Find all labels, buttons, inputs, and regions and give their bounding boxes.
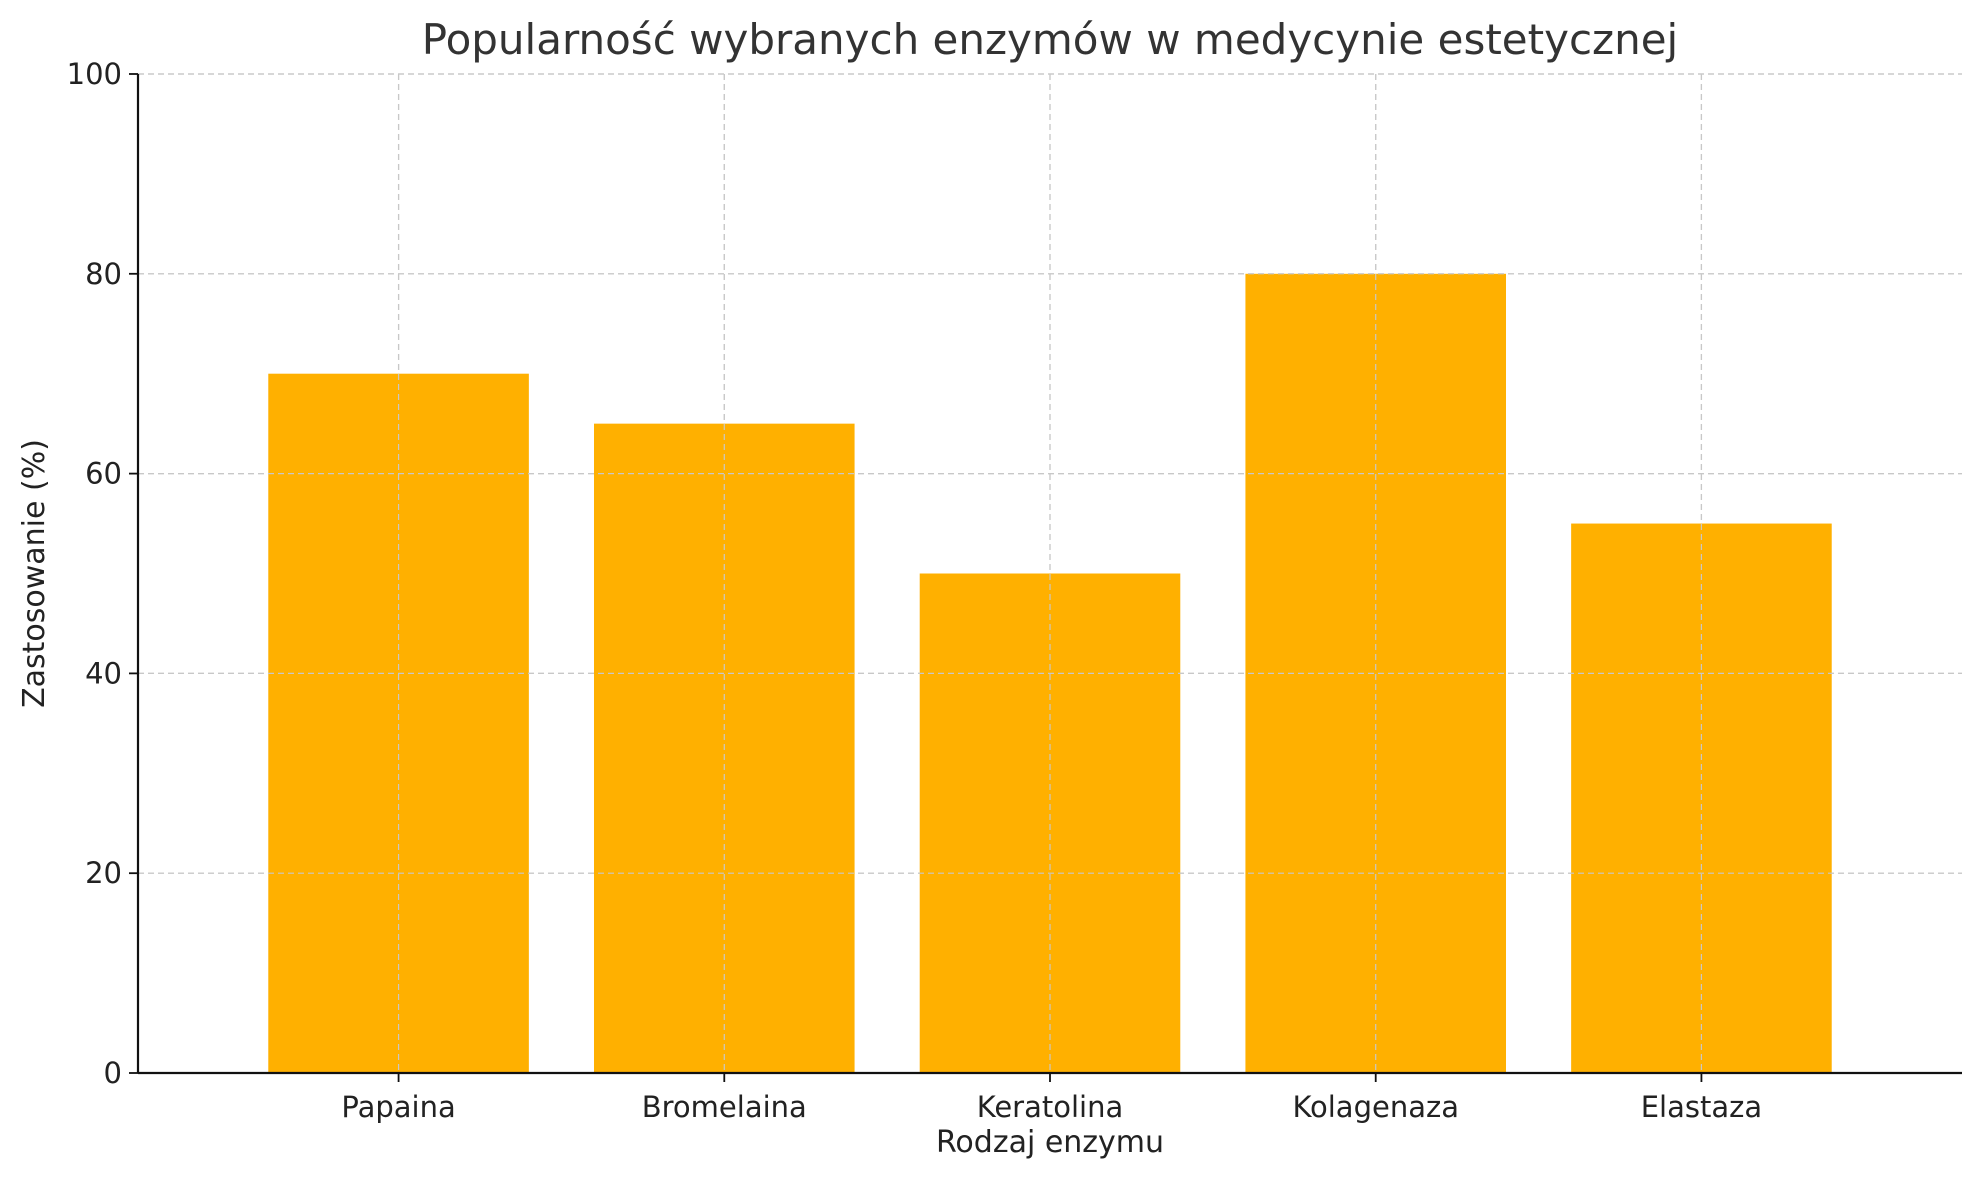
chart-title: Popularność wybranych enzymów w medycyni… [422,15,1678,64]
x-tick-label: Papaina [341,1090,455,1124]
y-tick-label: 60 [85,457,122,491]
y-tick-label: 20 [85,856,122,890]
y-tick-label: 100 [67,57,122,91]
x-tick-label: Bromelaina [642,1090,807,1124]
x-axis-title: Rodzaj enzymu [936,1125,1164,1160]
ticks-layer: 0 20 40 60 80 100 Papaina Bromelaina Keratolina K… [67,57,1762,1124]
bar-kolagenaza [1245,273,1506,1073]
x-tick-label: Keratolina [977,1090,1124,1124]
y-tick-label: 0 [104,1056,122,1090]
y-tick-label: 80 [85,257,122,291]
bars-layer [138,73,1962,1074]
y-axis-title: Zastosowanie (%) [17,439,52,708]
x-tick-label: Elastaza [1641,1090,1762,1124]
y-tick-label: 40 [85,656,122,690]
x-tick-label: Kolagenaza [1292,1090,1459,1124]
